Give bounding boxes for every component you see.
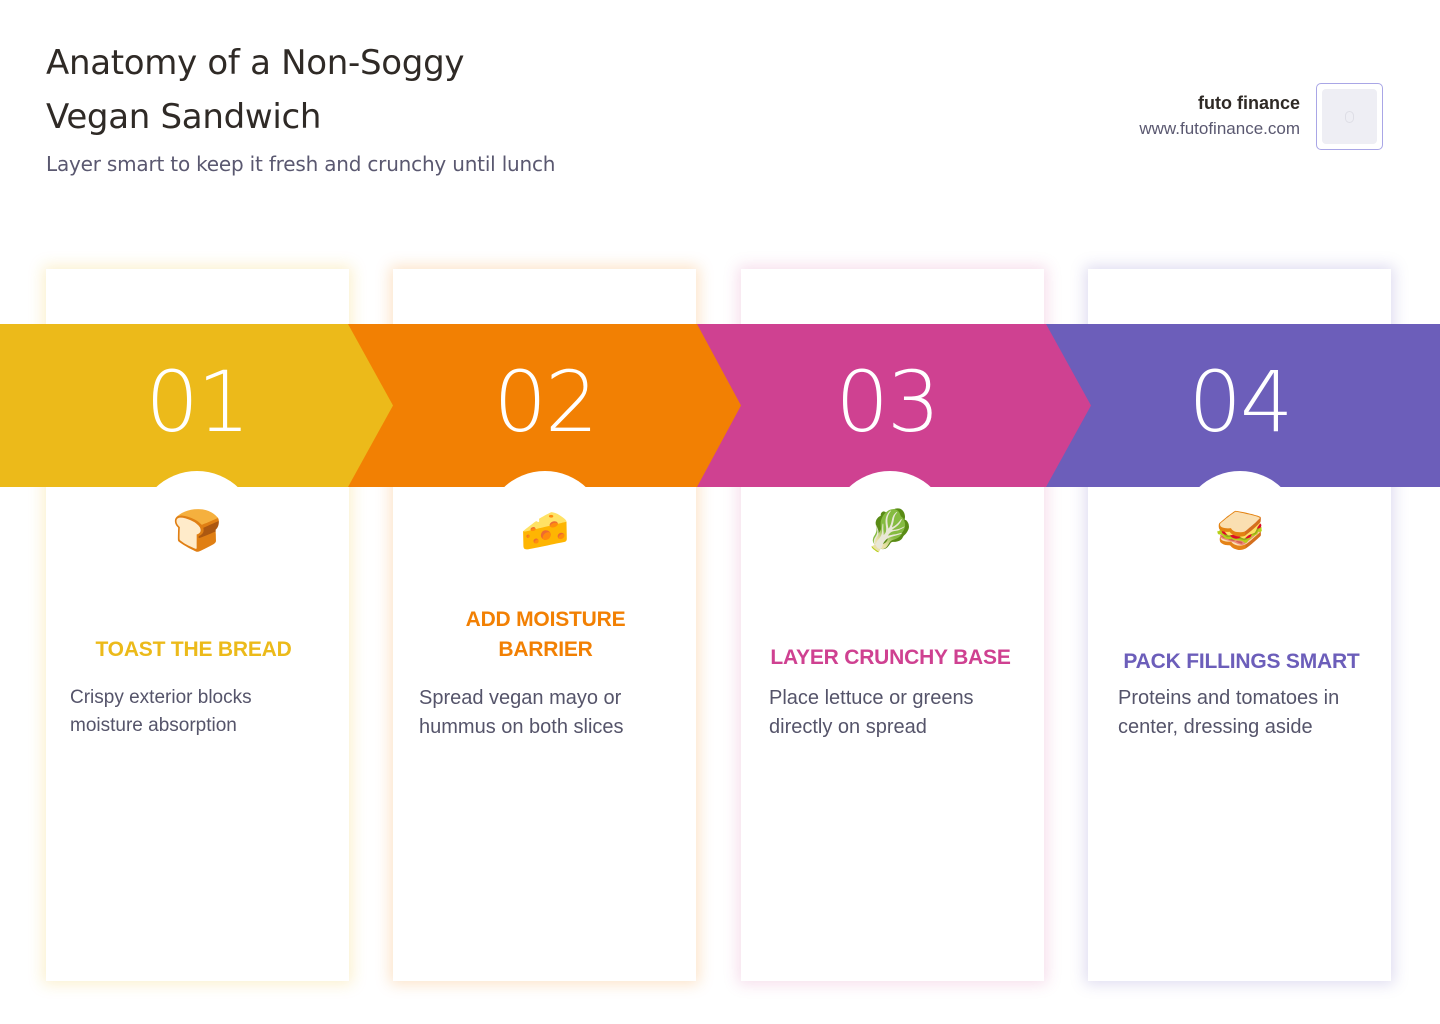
- step-title-2: ADD MOISTURE BARRIER: [465, 608, 626, 661]
- chevron-step-1: [0, 324, 393, 487]
- step-number-4: 04: [1188, 353, 1294, 451]
- step-title-3: LAYER CRUNCHY BASE: [770, 646, 1011, 669]
- chevron-step-2: [300, 324, 741, 487]
- step-number-1: 01: [145, 353, 251, 451]
- cheese-icon: 🧀: [520, 508, 570, 554]
- step-description-1: Crispy exterior blocks moisture absorpti…: [70, 687, 252, 736]
- page-subtitle: Layer smart to keep it fresh and crunchy…: [46, 152, 556, 176]
- brand-name: futo finance: [1198, 93, 1300, 113]
- sandwich-icon: 🥪: [1215, 508, 1265, 554]
- icon-circle-3: [830, 471, 950, 591]
- step-title-1: TOAST THE BREAD: [95, 638, 292, 661]
- logo-placeholder: [1322, 89, 1377, 144]
- brand-block: futo finance www.futofinance.com: [1139, 90, 1300, 142]
- logo-placeholder-icon: [1345, 110, 1354, 123]
- leafy-greens-icon: 🥬: [865, 508, 915, 554]
- brand-url[interactable]: www.futofinance.com: [1139, 119, 1300, 138]
- bread-icon: 🍞: [172, 508, 222, 554]
- brand-logo: [1316, 83, 1383, 150]
- step-number-2: 02: [493, 353, 599, 451]
- page-title: Anatomy of a Non-Soggy Vegan Sandwich: [46, 43, 465, 137]
- chevron-band: [0, 324, 1440, 487]
- step-description-3: Place lettuce or greens directly on spre…: [769, 687, 974, 738]
- step-title-4: PACK FILLINGS SMART: [1123, 650, 1360, 673]
- step-number-3: 03: [835, 353, 941, 451]
- icon-circle-4: [1180, 471, 1300, 591]
- icon-circle-2: [485, 471, 605, 591]
- chevron-step-3: [650, 324, 1091, 487]
- icon-circle-1: [137, 471, 257, 591]
- step-description-4: Proteins and tomatoes in center, dressin…: [1118, 687, 1340, 738]
- step-description-2: Spread vegan mayo or hummus on both slic…: [419, 687, 624, 738]
